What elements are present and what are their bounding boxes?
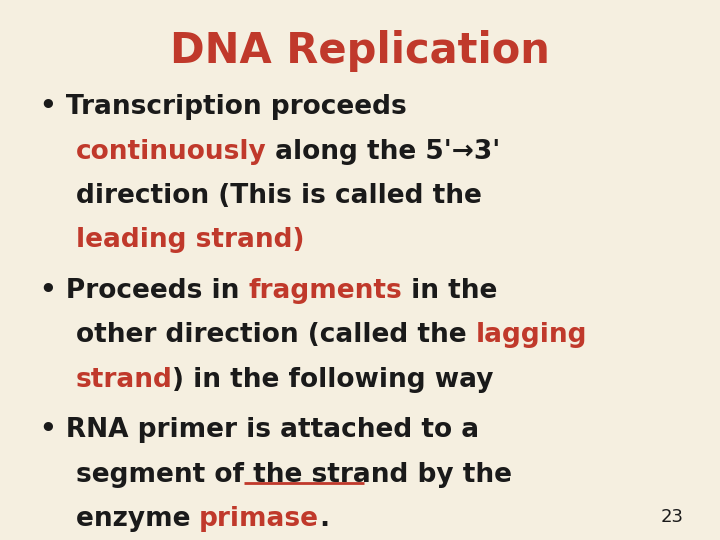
Text: • Transcription proceeds: • Transcription proceeds [40, 94, 406, 120]
Text: segment of the strand by the: segment of the strand by the [76, 462, 512, 488]
Text: in the: in the [402, 278, 498, 304]
Text: leading strand): leading strand) [76, 227, 304, 253]
Text: strand: strand [76, 367, 173, 393]
Text: .: . [319, 506, 329, 532]
Text: continuously: continuously [76, 139, 266, 165]
Text: DNA Replication: DNA Replication [170, 30, 550, 72]
Text: • RNA primer is attached to a: • RNA primer is attached to a [40, 417, 479, 443]
Text: 23: 23 [661, 509, 684, 526]
Text: lagging: lagging [475, 322, 587, 348]
Text: other direction (called the: other direction (called the [76, 322, 475, 348]
Text: along the 5'→3': along the 5'→3' [266, 139, 500, 165]
Text: • Proceeds in: • Proceeds in [40, 278, 248, 304]
Text: ) in the following way: ) in the following way [173, 367, 494, 393]
Text: direction (This is called the: direction (This is called the [76, 183, 482, 209]
Text: primase: primase [199, 506, 319, 532]
Text: enzyme: enzyme [76, 506, 199, 532]
Text: fragments: fragments [248, 278, 402, 304]
